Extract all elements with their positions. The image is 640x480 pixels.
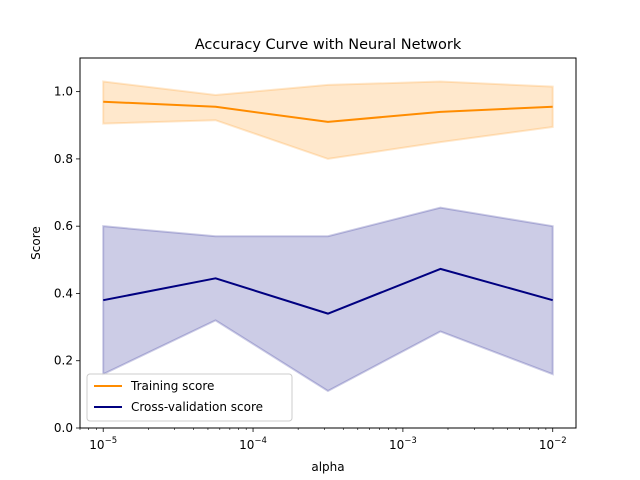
chart-title: Accuracy Curve with Neural Network bbox=[195, 37, 462, 53]
y-tick-label: 0.6 bbox=[54, 219, 73, 233]
line-series-1 bbox=[103, 267, 553, 315]
x-tick-label: 10−5 bbox=[89, 436, 117, 452]
legend-label-1: Cross-validation score bbox=[131, 400, 263, 414]
line-series-0 bbox=[103, 100, 553, 123]
legend-box bbox=[86, 373, 293, 422]
y-tick-label: 0.0 bbox=[54, 421, 73, 435]
y-tick-label: 0.2 bbox=[54, 354, 73, 368]
legend-label-0: Training score bbox=[130, 379, 214, 393]
plot-area bbox=[102, 80, 554, 393]
x-axis-label: alpha bbox=[311, 460, 344, 474]
axis-ticks: 0.0 0.2 0.4 0.6 0.8 1.0 10−5 10−4 10−3 10−2 bbox=[54, 85, 567, 452]
y-tick-label: 0.4 bbox=[54, 286, 73, 300]
band-series-0 bbox=[102, 80, 554, 160]
x-tick-label: 10−2 bbox=[539, 436, 567, 452]
y-tick-label: 0.8 bbox=[54, 152, 73, 166]
y-axis-label: Score bbox=[29, 226, 43, 260]
plot-frame bbox=[79, 57, 577, 429]
x-tick-label: 10−3 bbox=[389, 436, 417, 452]
band-series-1 bbox=[102, 206, 554, 393]
x-tick-label: 10−4 bbox=[239, 436, 267, 452]
legend: Training score Cross-validation score bbox=[86, 373, 293, 422]
y-tick-label: 1.0 bbox=[54, 85, 73, 99]
